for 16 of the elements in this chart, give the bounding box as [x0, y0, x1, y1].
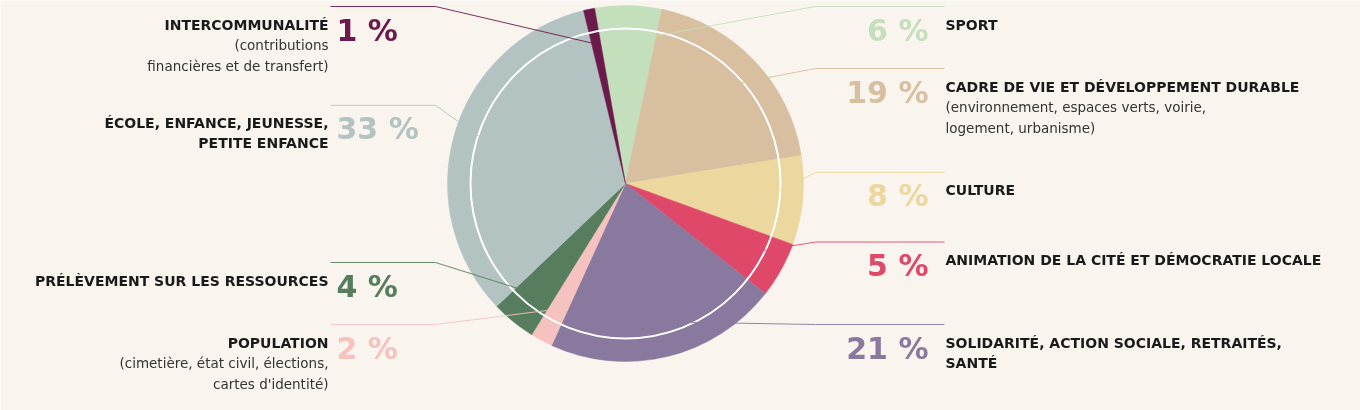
data-label: 33 %	[336, 111, 419, 147]
data-label: 19 %	[846, 74, 929, 110]
slice-label: SOLIDARITÉ, ACTION SOCIALE, RETRAITÉS, SANTÉ	[945, 334, 1282, 371]
slice-label: POPULATION (cimetière, état civil, élections, cartes d'identité)	[119, 334, 329, 392]
data-label: 21 %	[846, 330, 929, 366]
data-label: 8 %	[867, 178, 929, 214]
data-label: 1 %	[336, 12, 398, 48]
slice-label: CADRE DE VIE ET DÉVELOPPEMENT DURABLE (environnement, espaces verts, voirie, logement, urbanisme)	[945, 78, 1300, 136]
slice-label: SPORT	[945, 16, 998, 33]
slice-label: CULTURE	[945, 182, 1016, 199]
data-label: 5 %	[867, 248, 929, 284]
slice-label: PRÉLÈVEMENT SUR LES RESSOURCES	[34, 272, 329, 289]
slice-label: INTERCOMMUNALITÉ (contributions financières et de transfert)	[147, 16, 329, 74]
slice-label: ANIMATION DE LA CITÉ ET DÉMOCRATIE LOCALE	[945, 252, 1322, 269]
slice-label: ÉCOLE, ENFANCE, JEUNESSE, PETITE ENFANCE	[104, 115, 329, 152]
data-label: 4 %	[336, 268, 398, 304]
